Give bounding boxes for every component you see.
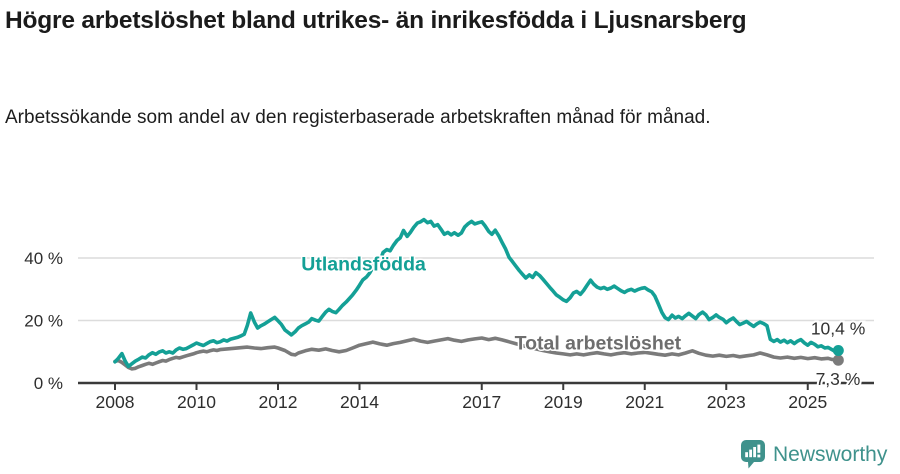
- x-axis-label-2010: 2010: [177, 392, 216, 412]
- y-axis-label-0: 0 %: [34, 374, 63, 393]
- y-axis-label-20: 20 %: [24, 312, 63, 331]
- x-axis-label-2014: 2014: [340, 392, 379, 412]
- series-line-total-arbetsloshet: [113, 336, 841, 371]
- series-end-dot-total-arbetsloshet: [832, 354, 844, 366]
- chart-subtitle: Arbetssökande som andel av den registerb…: [5, 107, 711, 128]
- series-label-utlandsfodda: Utlandsfödda: [301, 254, 426, 276]
- newsworthy-brand-label: Newsworthy: [773, 442, 888, 466]
- series-end-dot-utlandsfodda: [832, 345, 844, 356]
- x-axis-label-2023: 2023: [707, 392, 746, 412]
- x-axis-label-2019: 2019: [544, 392, 583, 412]
- chart-title: Högre arbetslöshet bland utrikes- än inr…: [5, 7, 747, 34]
- x-axis-label-2025: 2025: [788, 392, 827, 412]
- series-end-value-total-arbetsloshet: 7,3 %: [816, 369, 861, 389]
- x-axis-label-2012: 2012: [259, 392, 298, 412]
- series-end-value-utlandsfodda: 10,4 %: [811, 319, 865, 339]
- x-axis-label-2021: 2021: [625, 392, 664, 412]
- series-label-total-arbetsloshet: Total arbetslöshet: [515, 332, 682, 354]
- line-chart: 0 % 20 % 40 % 2008 2010 2012 2014 2017 2019 2021 2…: [24, 217, 874, 412]
- x-axis-label-2017: 2017: [462, 392, 501, 412]
- y-axis-label-40: 40 %: [24, 249, 63, 268]
- x-axis-label-2008: 2008: [96, 392, 135, 412]
- series-line-utlandsfodda: [113, 217, 841, 369]
- newsworthy-logo-icon: [741, 440, 765, 469]
- newsworthy-brand[interactable]: Newsworthy: [741, 440, 887, 469]
